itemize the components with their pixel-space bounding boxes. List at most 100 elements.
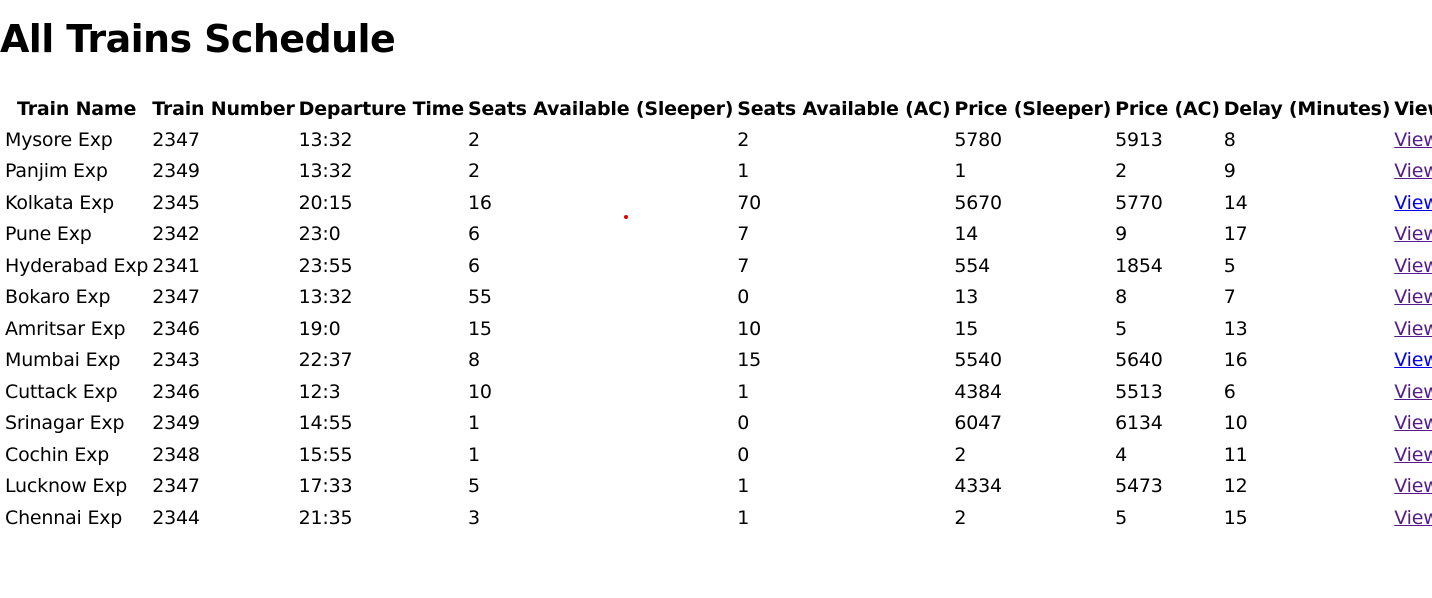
seats-sleeper-cell: 2 [467, 128, 480, 151]
train-name-cell: Cochin Exp [5, 443, 110, 466]
delay-cell: 5 [1223, 254, 1236, 277]
train-name-cell: Panjim Exp [5, 160, 108, 183]
view-details-link[interactable]: View Details [1394, 380, 1432, 403]
train-number-cell: 2349 [152, 412, 200, 435]
table-row: Mysore Exp 2347 13:32 2 2 5780 5913 8 View Detai… [4, 125, 1432, 155]
delay-cell: 6 [1223, 380, 1236, 403]
table-row: Mumbai Exp 2343 22:37 8 15 5540 5640 16 View Det… [4, 346, 1432, 376]
view-details-link[interactable]: View Details [1394, 286, 1432, 309]
departure-time-cell: 14:55 [298, 412, 353, 435]
train-number-cell: 2346 [152, 380, 200, 403]
page-title: All Trains Schedule [0, 17, 396, 61]
seats-sleeper-cell: 16 [467, 191, 492, 214]
table-row: Cochin Exp 2348 15:55 1 0 2 4 11 View Details [4, 440, 1432, 470]
view-details-link[interactable]: View Details [1394, 128, 1432, 151]
view-details-link[interactable]: View Details [1394, 191, 1432, 214]
seats-ac-cell: 7 [737, 254, 750, 277]
departure-time-cell: 13:32 [298, 160, 353, 183]
seats-ac-cell: 0 [737, 412, 750, 435]
train-name-cell: Bokaro Exp [5, 286, 111, 309]
view-details-cell: View Details [1393, 188, 1432, 218]
train-name-cell: Mysore Exp [5, 128, 113, 151]
view-details-cell: View Details [1393, 220, 1432, 250]
train-name-cell: Chennai Exp [5, 506, 123, 529]
table-header: Train Name Train Number Departure Time S… [4, 95, 1432, 123]
train-name-cell: Pune Exp [5, 223, 92, 246]
seats-ac-cell: 15 [737, 349, 762, 372]
seats-ac-cell: 7 [737, 223, 750, 246]
view-details-link[interactable]: View Details [1394, 317, 1432, 340]
view-details-cell: View Details [1393, 377, 1432, 407]
delay-cell: 8 [1223, 128, 1236, 151]
price-sleeper-cell: 4334 [954, 475, 1002, 498]
seats-sleeper-cell: 10 [467, 380, 492, 403]
departure-time-cell: 19:0 [298, 317, 341, 340]
delay-cell: 11 [1223, 443, 1248, 466]
view-details-cell: View Details [1393, 440, 1432, 470]
column-header-seats-sleeper: Seats Available (Sleeper) [467, 98, 734, 120]
column-header-price-ac: Price (AC) [1115, 98, 1220, 120]
view-details-cell: View Details [1393, 503, 1432, 533]
view-details-link[interactable]: View Details [1394, 349, 1432, 372]
train-number-cell: 2341 [152, 254, 200, 277]
column-header-delay: Delay (Minutes) [1223, 98, 1391, 120]
table-row: Chennai Exp 2344 21:35 3 1 2 5 15 View Details [4, 503, 1432, 533]
price-ac-cell: 1854 [1115, 254, 1163, 277]
price-ac-cell: 9 [1115, 223, 1128, 246]
table-body: Mysore Exp 2347 13:32 2 2 5780 5 9 13 8 View Detai… [4, 125, 1432, 533]
train-name-cell: Cuttack Exp [5, 380, 118, 403]
seats-ac-cell: 2 [737, 128, 750, 151]
seats-ac-cell: 1 [737, 506, 750, 529]
delay-cell: 13 [1223, 317, 1248, 340]
departure-time-cell: 23:0 [298, 223, 341, 246]
train-name-cell: Kolkata Exp [5, 191, 114, 214]
delay-cell: 14 [1223, 191, 1248, 214]
view-details-link[interactable]: View Details [1394, 223, 1432, 246]
departure-time-cell: 17:33 [298, 475, 353, 498]
table-row: Cuttack Exp 2346 12:3 10 1 4384 5513 6 View Deta… [4, 377, 1432, 407]
header-row: Train Name Train Number Departure Time S… [4, 95, 1432, 123]
price-sleeper-cell: 5780 [954, 128, 1002, 151]
column-header-price-sleeper: Price (Sleeper) [954, 98, 1112, 120]
view-details-link[interactable]: View Details [1394, 160, 1432, 183]
price-ac-cell: 5 [1115, 317, 1128, 340]
view-details-cell: View Details [1393, 346, 1432, 376]
departure-time-cell: 20:15 [298, 191, 353, 214]
view-details-link[interactable]: View Details [1394, 506, 1432, 529]
view-details-cell: View Details [1393, 409, 1432, 439]
view-details-link[interactable]: View Details [1394, 254, 1432, 277]
price-ac-cell: 5473 [1115, 475, 1163, 498]
departure-time-cell: 13:32 [298, 128, 353, 151]
price-sleeper-cell: 6047 [954, 412, 1002, 435]
train-name-cell: Lucknow Exp [5, 475, 128, 498]
train-name-cell: Amritsar Exp [5, 317, 126, 340]
price-sleeper-cell: 15 [954, 317, 979, 340]
seats-sleeper-cell: 1 [467, 443, 480, 466]
view-details-link[interactable]: View Details [1394, 443, 1432, 466]
view-details-cell: View Details [1393, 125, 1432, 155]
train-number-cell: 2345 [152, 191, 200, 214]
view-details-cell: View Details [1393, 472, 1432, 502]
price-ac-cell: 5 [1115, 506, 1128, 529]
column-header-view-details: View Details [1394, 98, 1432, 120]
table-row: Bokaro Exp 2347 13:32 55 0 13 8 7 View Details [4, 283, 1432, 313]
departure-time-cell: 22:37 [298, 349, 353, 372]
delay-cell: 12 [1223, 475, 1248, 498]
seats-ac-cell: 0 [737, 443, 750, 466]
column-header-departure-time: Departure Time [298, 98, 464, 120]
seats-sleeper-cell: 2 [467, 160, 480, 183]
view-details-link[interactable]: View Details [1394, 475, 1432, 498]
delay-cell: 15 [1223, 506, 1248, 529]
price-sleeper-cell: 2 [954, 443, 967, 466]
delay-cell: 9 [1223, 160, 1236, 183]
train-name-cell: Mumbai Exp [5, 349, 121, 372]
train-number-cell: 2349 [152, 160, 200, 183]
table-row: Pune Exp 2342 23:0 6 7 14 9 17 View Details [4, 220, 1432, 250]
view-details-link[interactable]: View Details [1394, 412, 1432, 435]
price-ac-cell: 2 [1115, 160, 1128, 183]
seats-sleeper-cell: 6 [467, 254, 480, 277]
price-sleeper-cell: 14 [954, 223, 979, 246]
train-number-cell: 2347 [152, 128, 200, 151]
